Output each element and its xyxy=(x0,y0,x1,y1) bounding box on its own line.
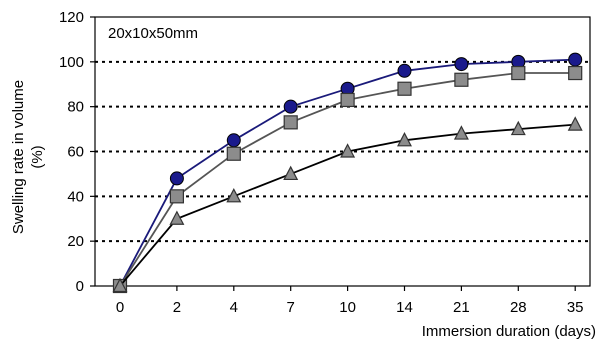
data-point-square-2 xyxy=(169,189,184,204)
data-point-triangle-28 xyxy=(510,120,526,136)
data-point-circle-2 xyxy=(169,171,184,186)
data-point-circle-4 xyxy=(226,133,241,148)
data-point-square-35 xyxy=(568,65,583,81)
data-point-triangle-35 xyxy=(567,116,583,131)
x-tick-label-21: 21 xyxy=(453,299,470,316)
data-point-square-14 xyxy=(397,81,412,96)
data-point-triangle-4 xyxy=(226,188,242,203)
data-point-triangle-7 xyxy=(283,165,299,181)
series-circle xyxy=(113,52,583,293)
y-tick-label-60: 60 xyxy=(67,144,84,161)
x-tick-label-2: 2 xyxy=(173,299,181,316)
data-point-square-21 xyxy=(454,72,469,87)
y-axis-title-line2: (%) xyxy=(29,145,46,168)
y-tick-label-0: 0 xyxy=(76,278,84,295)
x-tick-label-14: 14 xyxy=(396,299,413,316)
x-tick-label-10: 10 xyxy=(339,299,356,316)
data-point-circle-35 xyxy=(568,52,583,67)
y-tick-label-100: 100 xyxy=(59,54,84,71)
series-triangle xyxy=(112,116,583,293)
data-point-circle-14 xyxy=(397,63,412,78)
x-tick-label-0: 0 xyxy=(116,299,124,316)
data-point-triangle-21 xyxy=(453,125,469,140)
data-point-square-4 xyxy=(226,146,241,161)
x-tick-label-35: 35 xyxy=(567,299,584,316)
y-tick-label-20: 20 xyxy=(67,233,84,250)
data-point-circle-7 xyxy=(283,99,298,114)
y-axis-title-line1: Swelling rate in volume xyxy=(10,80,27,234)
y-tick-label-120: 120 xyxy=(59,9,84,26)
y-tick-label-40: 40 xyxy=(67,188,84,205)
data-point-triangle-10 xyxy=(340,143,356,158)
data-point-square-28 xyxy=(511,65,526,81)
y-tick-label-80: 80 xyxy=(67,99,84,116)
x-tick-label-7: 7 xyxy=(287,299,295,316)
series-layer xyxy=(112,52,583,294)
axes-layer: 0 20 40 60 80 100 120 0 2 4 7 10 14 21 28 35 xyxy=(59,9,591,316)
data-point-square-7 xyxy=(283,115,298,130)
x-tick-label-28: 28 xyxy=(510,299,527,316)
x-axis-title: Immersion duration (days) xyxy=(422,323,596,340)
specimen-size-annotation: 20x10x50mm xyxy=(108,25,198,42)
data-point-triangle-2 xyxy=(169,210,185,225)
label-layer: 20x10x50mm Immersion duration (days) Swe… xyxy=(10,25,596,340)
data-point-triangle-0 xyxy=(112,277,128,293)
data-point-square-10 xyxy=(340,92,355,108)
x-tick-label-4: 4 xyxy=(230,299,238,316)
data-point-triangle-14 xyxy=(397,131,412,147)
data-point-circle-21 xyxy=(454,57,469,72)
